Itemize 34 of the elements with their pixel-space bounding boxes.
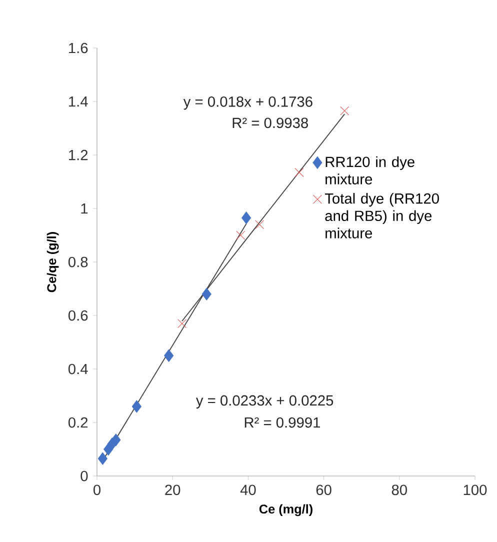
point xyxy=(202,288,212,300)
annotation: y = 0.0233x + 0.0225 xyxy=(196,395,334,409)
y-tick-label: 0.4 xyxy=(68,364,88,374)
annotation: R² = 0.9938 xyxy=(232,118,308,128)
point xyxy=(178,319,187,328)
point xyxy=(132,400,142,413)
x-tick-label: 0 xyxy=(93,484,100,496)
x-tick-label: 100 xyxy=(464,484,487,496)
point xyxy=(98,452,108,465)
y-tick-label: 1.4 xyxy=(69,96,88,107)
y-tick-label: 1.2 xyxy=(69,150,88,160)
y-tick-label: 1.6 xyxy=(69,42,88,54)
point xyxy=(340,106,350,116)
y-tick-label: 1 xyxy=(81,203,88,214)
y-tick-label: 0.8 xyxy=(68,256,88,268)
y-tick-label: 0.6 xyxy=(68,310,88,321)
point xyxy=(236,230,246,240)
y-tick-label: 0 xyxy=(80,470,88,482)
point xyxy=(294,168,304,177)
x-axis-title: Ce (mg/l) xyxy=(259,504,312,516)
point xyxy=(242,212,252,224)
annotation: R² = 0.9991 xyxy=(244,417,320,428)
y-tick-label: 0.2 xyxy=(68,417,88,428)
y-axis-title: Ce/qe (g/l) xyxy=(46,232,59,292)
annotation: y = 0.018x + 0.1736 xyxy=(183,96,312,110)
x-tick-label: 40 xyxy=(240,484,256,496)
x-tick-label: 80 xyxy=(392,484,407,496)
point xyxy=(111,434,121,446)
point xyxy=(255,220,264,230)
point xyxy=(164,349,174,362)
x-tick-label: 20 xyxy=(165,484,180,496)
legend-label: Total dye (RR120 and RB5) in dye mixture xyxy=(324,192,439,238)
x-tick-label: 60 xyxy=(316,484,332,496)
legend-label: RR120 in dye mixture xyxy=(326,156,414,184)
